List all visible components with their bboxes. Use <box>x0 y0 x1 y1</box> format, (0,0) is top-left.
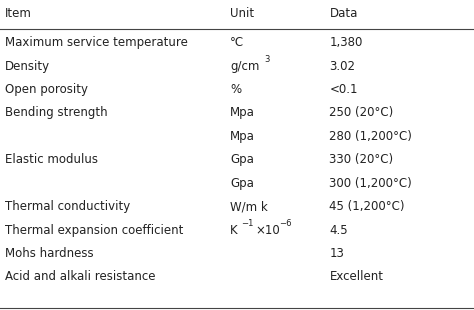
Text: W/m k: W/m k <box>230 200 268 213</box>
Text: 45 (1,200°C): 45 (1,200°C) <box>329 200 405 213</box>
Text: 250 (20°C): 250 (20°C) <box>329 107 394 119</box>
Text: Gpa: Gpa <box>230 177 254 190</box>
Text: Density: Density <box>5 60 50 73</box>
Text: Excellent: Excellent <box>329 270 383 283</box>
Text: −6: −6 <box>279 219 291 228</box>
Text: Mpa: Mpa <box>230 107 255 119</box>
Text: Thermal conductivity: Thermal conductivity <box>5 200 130 213</box>
Text: Mohs hardness: Mohs hardness <box>5 247 93 260</box>
Text: <0.1: <0.1 <box>329 83 358 96</box>
Text: Thermal expansion coefficient: Thermal expansion coefficient <box>5 224 183 237</box>
Text: Acid and alkali resistance: Acid and alkali resistance <box>5 270 155 283</box>
Text: Elastic modulus: Elastic modulus <box>5 153 98 166</box>
Text: 1,380: 1,380 <box>329 36 363 49</box>
Text: g/cm: g/cm <box>230 60 259 73</box>
Text: 13: 13 <box>329 247 344 260</box>
Text: 3.02: 3.02 <box>329 60 356 73</box>
Text: Data: Data <box>329 7 358 20</box>
Text: Item: Item <box>5 7 32 20</box>
Text: −1: −1 <box>241 219 254 228</box>
Text: Maximum service temperature: Maximum service temperature <box>5 36 188 49</box>
Text: 280 (1,200°C): 280 (1,200°C) <box>329 130 412 143</box>
Text: Bending strength: Bending strength <box>5 107 108 119</box>
Text: Open porosity: Open porosity <box>5 83 88 96</box>
Text: 300 (1,200°C): 300 (1,200°C) <box>329 177 412 190</box>
Text: 330 (20°C): 330 (20°C) <box>329 153 393 166</box>
Text: %: % <box>230 83 241 96</box>
Text: Unit: Unit <box>230 7 254 20</box>
Text: ×10: ×10 <box>255 224 280 237</box>
Text: 4.5: 4.5 <box>329 224 348 237</box>
Text: Mpa: Mpa <box>230 130 255 143</box>
Text: K: K <box>230 224 237 237</box>
Text: °C: °C <box>230 36 244 49</box>
Text: 3: 3 <box>264 55 269 64</box>
Text: Gpa: Gpa <box>230 153 254 166</box>
